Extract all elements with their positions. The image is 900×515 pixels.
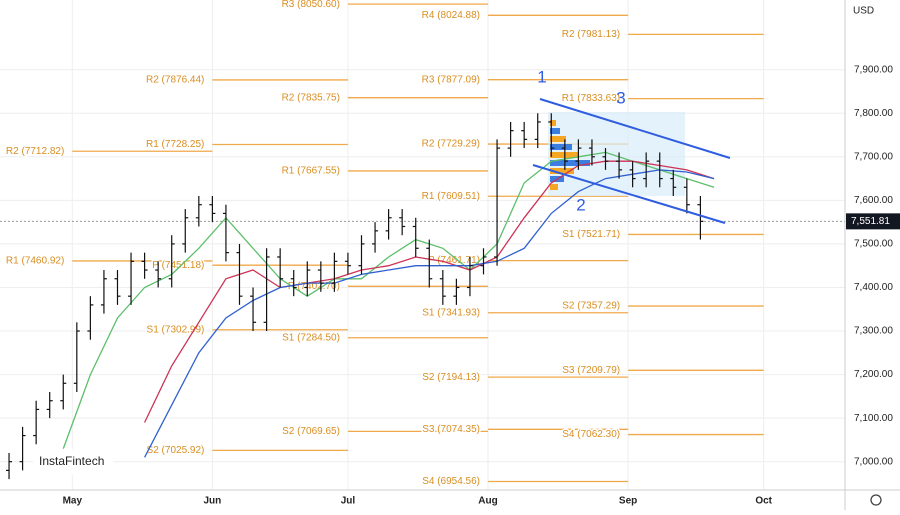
- y-tick-label: 7,300.00: [854, 326, 893, 337]
- pivot-levels: R2 (7712.82) R1 (7460.92) R2 (7876.44) R1 (…: [4, 0, 764, 489]
- pivot-label: P (7451.18): [152, 260, 204, 271]
- pivot-label: R1 (7833.63): [562, 93, 620, 104]
- time-axis: [0, 490, 845, 510]
- pivot-label: S2 (7194.13): [422, 372, 480, 383]
- pivot-label: R1 (7667.55): [282, 166, 340, 177]
- watermark-box: [33, 449, 113, 475]
- pivot-label: S2 (7069.65): [282, 426, 340, 437]
- axis-labels: 7,000.00 7,100.00 7,200.00 7,300.00 7,400.00…: [63, 64, 900, 507]
- y-tick-label: 7,600.00: [854, 195, 893, 206]
- pivot-label: R3 (7877.09): [422, 74, 480, 85]
- y-tick-label: 7,900.00: [854, 64, 893, 75]
- pivot-label: R2 (7981.13): [562, 29, 620, 40]
- pivot-label: R1 (7609.51): [422, 191, 480, 202]
- pivot-label: S1 (7341.93): [422, 307, 480, 318]
- y-tick-label: 7,100.00: [854, 413, 893, 424]
- x-tick-label: Jun: [203, 496, 221, 507]
- last-price-label: 7,551.81: [851, 216, 890, 227]
- pivot-label: R2 (7729.29): [422, 139, 480, 150]
- pivot-label: S2 (7025.92): [147, 445, 205, 456]
- wave-label: 3: [616, 88, 625, 107]
- pivot-label: R2 (7876.44): [146, 75, 204, 86]
- pivot-label: R2 (7712.82): [6, 146, 64, 157]
- y-tick-label: 7,000.00: [854, 456, 893, 467]
- pivot-label: S1 (7302.99): [147, 324, 205, 335]
- pivot-label: R1 (7728.25): [146, 139, 204, 150]
- watermark: InstaFintech: [39, 454, 104, 468]
- pivot-label: P (7461.71): [428, 255, 480, 266]
- pivot-label: S4 (6954.56): [422, 476, 480, 487]
- pivot-label: S3 (7209.79): [562, 365, 620, 376]
- last-price-tag: [846, 213, 900, 230]
- pivot-label: R4 (8024.88): [422, 10, 480, 21]
- x-tick-label: May: [63, 496, 83, 507]
- pivot-label: S3 (7074.35): [422, 424, 480, 435]
- settings-icon[interactable]: [870, 494, 882, 506]
- channel-lower: [532, 164, 726, 224]
- pivot-label: S4 (7062.30): [562, 429, 620, 440]
- pivot-label: S1 (7521.71): [562, 229, 620, 240]
- y-tick-label: 7,800.00: [854, 108, 893, 119]
- channel-upper: [539, 98, 731, 159]
- currency: USD: [853, 6, 874, 17]
- grid: [0, 0, 845, 490]
- price-bars: [6, 113, 704, 480]
- pivot-label: R3 (8050.60): [282, 0, 340, 10]
- y-tick-label: 7,500.00: [854, 239, 893, 250]
- x-tick-label: Jul: [341, 496, 356, 507]
- y-tick-label: 7,400.00: [854, 282, 893, 293]
- pivot-label: R1 (7460.92): [6, 256, 64, 267]
- y-tick-label: 7,700.00: [854, 151, 893, 162]
- pivot-label: S1 (7284.50): [282, 332, 340, 343]
- wave-label: 2: [576, 195, 585, 214]
- pivot-label: S2 (7357.29): [562, 301, 620, 312]
- wave-label: 1: [537, 67, 546, 86]
- price-axis: [845, 0, 900, 510]
- x-tick-label: Aug: [478, 496, 497, 507]
- y-tick-label: 7,200.00: [854, 369, 893, 380]
- pivot-label: R2 (7835.75): [282, 92, 340, 103]
- x-tick-label: Oct: [755, 496, 772, 507]
- x-tick-label: Sep: [619, 496, 637, 507]
